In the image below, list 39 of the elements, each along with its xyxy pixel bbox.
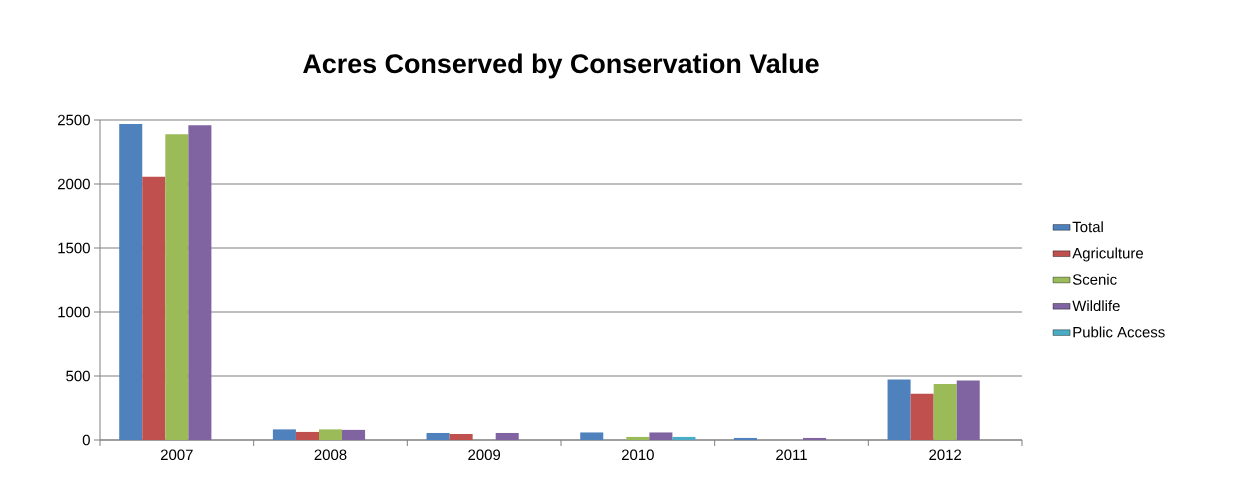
x-tick-label: 2012 (929, 449, 962, 461)
bar (956, 380, 980, 440)
bar (119, 123, 143, 440)
bar (580, 432, 604, 440)
bar (626, 436, 650, 440)
y-tick-label: 500 (66, 370, 90, 382)
bar (272, 429, 296, 440)
bar (426, 432, 450, 440)
bar (188, 125, 212, 440)
bar (318, 429, 343, 440)
x-tick-label: 2008 (314, 449, 347, 461)
legend-label: Wildlife (1072, 300, 1120, 312)
bar (910, 393, 934, 440)
bar (295, 431, 319, 440)
y-tick-label: 0 (82, 434, 90, 446)
bar (142, 176, 166, 440)
bar (733, 437, 757, 440)
legend-label: Agriculture (1072, 247, 1143, 262)
y-tick-label: 1000 (58, 306, 90, 318)
bar (165, 134, 189, 440)
x-tick-label: 2011 (776, 449, 807, 461)
y-tick-label: 2000 (58, 178, 90, 190)
y-tick-label: 2500 (58, 114, 90, 126)
bar (649, 432, 673, 440)
bar (672, 436, 696, 440)
bar (342, 429, 366, 440)
x-tick-label: 2010 (621, 449, 654, 461)
bar (933, 384, 957, 440)
y-tick-label: 1500 (58, 242, 90, 254)
bar (495, 432, 519, 440)
x-tick-label: 2009 (468, 449, 501, 461)
legend-label: Total (1072, 221, 1103, 233)
bar (887, 379, 911, 440)
bar (803, 437, 827, 440)
x-tick-label: 2007 (160, 449, 193, 461)
legend-label: Public Access (1073, 326, 1165, 338)
bar (449, 433, 473, 440)
chart-title: Acres Conserved by Conservation Value (303, 53, 819, 79)
legend-label: Scenic (1072, 273, 1117, 285)
